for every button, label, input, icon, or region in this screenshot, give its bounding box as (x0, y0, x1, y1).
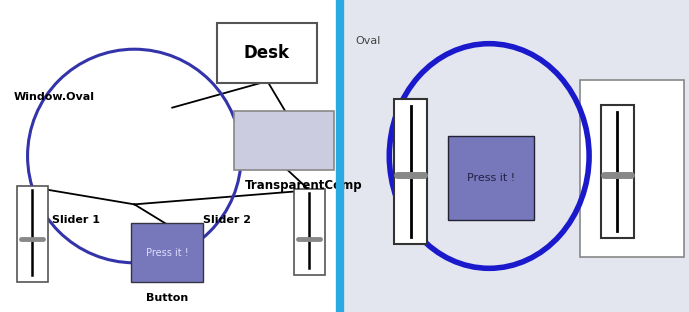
Text: Press it !: Press it ! (467, 173, 515, 183)
Text: Desk: Desk (244, 44, 290, 62)
Text: Button: Button (146, 293, 189, 303)
Text: Oval: Oval (356, 36, 381, 46)
FancyBboxPatch shape (234, 111, 334, 170)
FancyBboxPatch shape (17, 186, 48, 282)
FancyBboxPatch shape (217, 23, 317, 83)
FancyBboxPatch shape (601, 105, 634, 238)
Text: TransparentComp: TransparentComp (245, 179, 362, 193)
Bar (343, 0, 689, 312)
Text: Press it !: Press it ! (146, 248, 188, 258)
FancyBboxPatch shape (131, 223, 203, 282)
FancyBboxPatch shape (394, 99, 427, 244)
FancyBboxPatch shape (294, 189, 325, 275)
Text: Slider 1: Slider 1 (52, 215, 100, 225)
FancyBboxPatch shape (580, 80, 684, 257)
Text: Window.Oval: Window.Oval (14, 92, 95, 102)
FancyBboxPatch shape (448, 136, 534, 220)
Text: Slider 2: Slider 2 (203, 215, 251, 225)
